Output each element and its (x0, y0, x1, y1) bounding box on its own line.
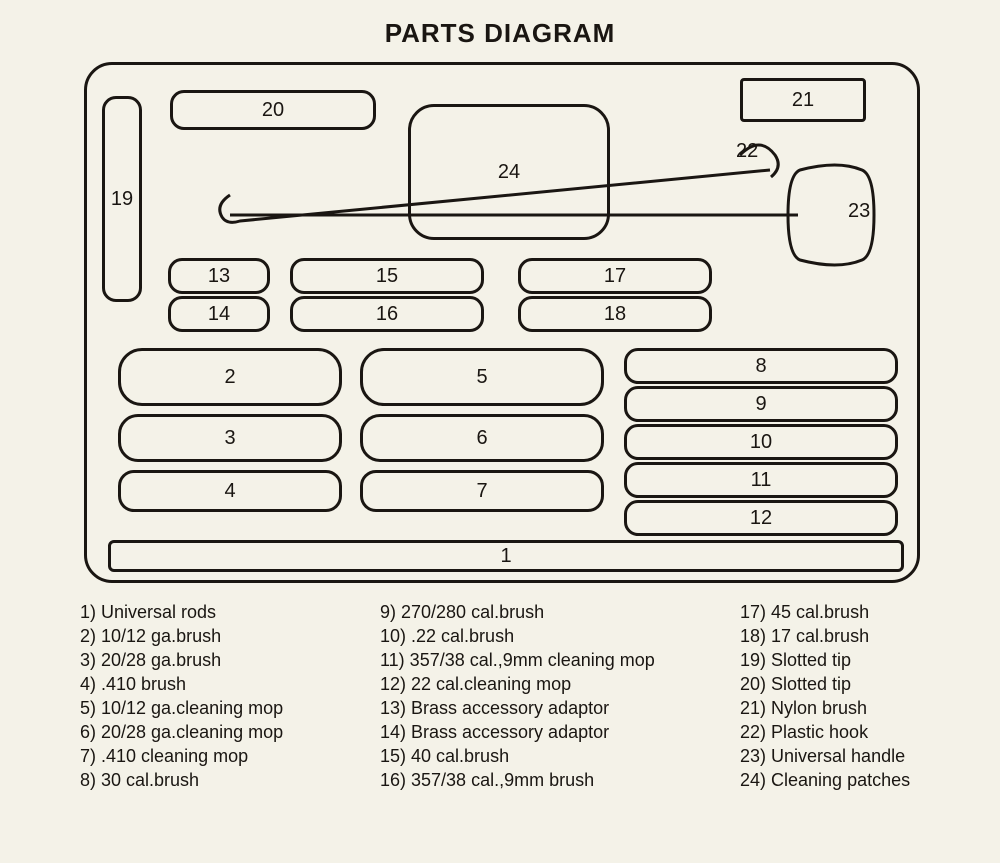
legend-col-3: 17) 45 cal.brush18) 17 cal.brush19) Slot… (740, 600, 910, 792)
legend-item: 19) Slotted tip (740, 648, 910, 672)
slot-8: 8 (624, 348, 898, 384)
legend-item: 13) Brass accessory adaptor (380, 696, 655, 720)
legend-item: 3) 20/28 ga.brush (80, 648, 283, 672)
slot-7: 7 (360, 470, 604, 512)
legend-item: 22) Plastic hook (740, 720, 910, 744)
legend-col-1: 1) Universal rods2) 10/12 ga.brush3) 20/… (80, 600, 283, 792)
slot-11: 11 (624, 462, 898, 498)
legend-col-2: 9) 270/280 cal.brush10) .22 cal.brush11)… (380, 600, 655, 792)
slot-24: 24 (408, 104, 610, 240)
legend-item: 12) 22 cal.cleaning mop (380, 672, 655, 696)
legend-item: 15) 40 cal.brush (380, 744, 655, 768)
slot-4: 4 (118, 470, 342, 512)
slot-21: 21 (740, 78, 866, 122)
legend-item: 7) .410 cleaning mop (80, 744, 283, 768)
slot-15: 15 (290, 258, 484, 294)
legend-item: 18) 17 cal.brush (740, 624, 910, 648)
slot-3: 3 (118, 414, 342, 462)
legend-item: 6) 20/28 ga.cleaning mop (80, 720, 283, 744)
slot-14: 14 (168, 296, 270, 332)
page: PARTS DIAGRAM 19202124222313141516171823… (0, 0, 1000, 863)
legend-item: 21) Nylon brush (740, 696, 910, 720)
slot-19: 19 (102, 96, 142, 302)
legend-item: 16) 357/38 cal.,9mm brush (380, 768, 655, 792)
legend-item: 9) 270/280 cal.brush (380, 600, 655, 624)
slot-18: 18 (518, 296, 712, 332)
legend-item: 2) 10/12 ga.brush (80, 624, 283, 648)
slot-23: 23 (848, 200, 870, 223)
legend-item: 1) Universal rods (80, 600, 283, 624)
legend-item: 23) Universal handle (740, 744, 910, 768)
slot-16: 16 (290, 296, 484, 332)
slot-22: 22 (736, 140, 758, 163)
slot-1: 1 (108, 540, 904, 572)
slot-6: 6 (360, 414, 604, 462)
slot-2: 2 (118, 348, 342, 406)
slot-10: 10 (624, 424, 898, 460)
legend-item: 17) 45 cal.brush (740, 600, 910, 624)
slot-12: 12 (624, 500, 898, 536)
legend-item: 11) 357/38 cal.,9mm cleaning mop (380, 648, 655, 672)
legend-item: 24) Cleaning patches (740, 768, 910, 792)
slot-13: 13 (168, 258, 270, 294)
legend-item: 10) .22 cal.brush (380, 624, 655, 648)
legend-item: 5) 10/12 ga.cleaning mop (80, 696, 283, 720)
slot-5: 5 (360, 348, 604, 406)
legend-item: 4) .410 brush (80, 672, 283, 696)
slot-17: 17 (518, 258, 712, 294)
legend-item: 8) 30 cal.brush (80, 768, 283, 792)
slot-20: 20 (170, 90, 376, 130)
legend-item: 14) Brass accessory adaptor (380, 720, 655, 744)
legend-item: 20) Slotted tip (740, 672, 910, 696)
slot-9: 9 (624, 386, 898, 422)
